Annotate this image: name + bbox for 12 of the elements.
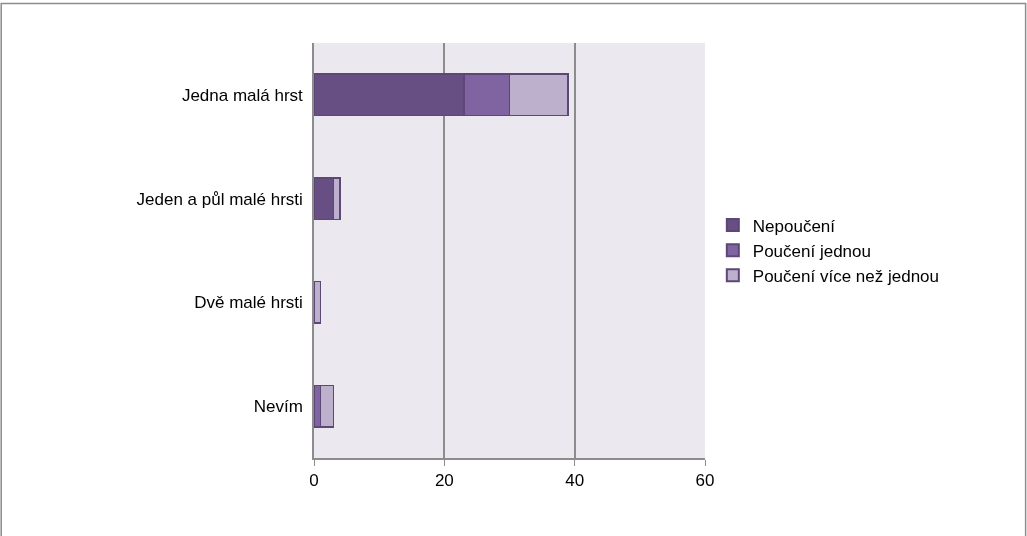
x-tick-label: 60 [695, 471, 715, 491]
legend-label: Poučení jednou [752, 241, 871, 261]
legend-label: Nepoučení [752, 216, 836, 236]
legend-label: Poučení více než jednou [752, 266, 940, 286]
x-tick-label: 40 [565, 471, 585, 491]
bar [314, 280, 322, 324]
y-tick-label: Nevím [253, 397, 303, 417]
x-tick-label: 20 [434, 471, 454, 491]
x-tick-label: 0 [309, 471, 319, 491]
y-tick-label: Jedna malá hrst [181, 85, 304, 105]
y-tick-label: Dvě malé hrsti [194, 293, 303, 313]
y-tick-label: Jeden a půl malé hrsti [136, 189, 303, 209]
